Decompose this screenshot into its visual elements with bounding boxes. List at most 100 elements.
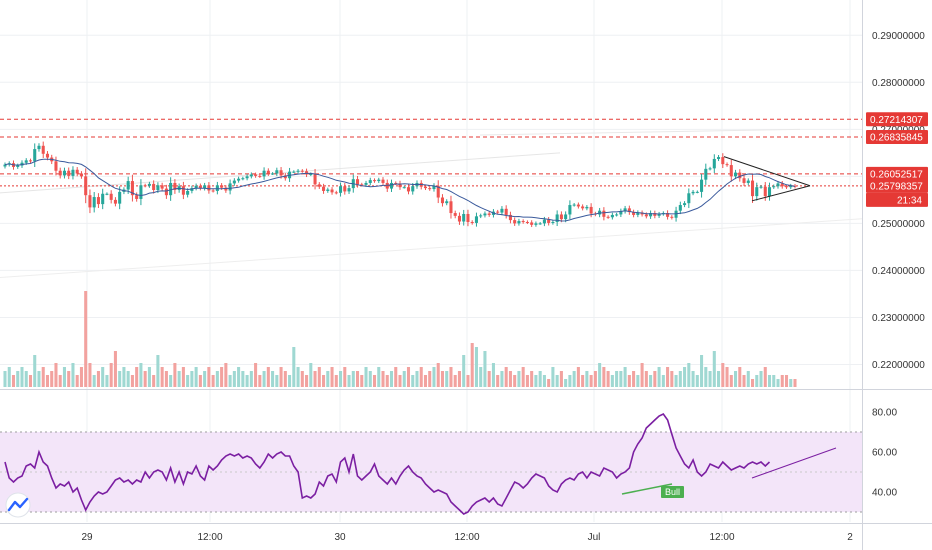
candle-body (101, 193, 105, 205)
volume-bar (602, 367, 606, 387)
volume-bar (729, 375, 733, 387)
time-tick-label: 12:00 (709, 532, 734, 543)
time-tick-label: Jul (588, 532, 601, 543)
volume-bar (109, 363, 113, 387)
volume-bar (45, 375, 50, 387)
candle-body (436, 185, 440, 198)
volume-bar (691, 371, 695, 387)
volume-bar (203, 371, 207, 387)
rsi-axis[interactable]: 80.00 60.00 40.00 (872, 408, 897, 499)
candle-body (16, 165, 20, 167)
volume-bar (152, 375, 156, 387)
volume-bar (415, 371, 419, 387)
candle-body (636, 212, 640, 215)
volume-bar (322, 375, 326, 387)
candle-body (746, 180, 750, 183)
price-tick-label: 0.23000000 (872, 313, 925, 324)
candle-body (381, 179, 385, 183)
volume-bar (598, 363, 602, 387)
volume-bar (169, 375, 173, 387)
volume-bar (496, 375, 500, 387)
volume-bar (79, 367, 83, 387)
volume-bar (687, 363, 691, 387)
volume-bar (593, 371, 597, 387)
candle-body (355, 179, 360, 185)
countdown-box (866, 192, 928, 207)
countdown-label: 21:34 (897, 195, 922, 206)
candle-body (440, 197, 445, 204)
volume-bar (351, 371, 355, 387)
volume-bar (275, 375, 279, 387)
volume-bar (491, 363, 495, 387)
volume-bar (20, 367, 24, 387)
candle-body (109, 193, 113, 200)
bull-label-box (661, 486, 684, 498)
horizontal-levels[interactable] (0, 118, 862, 187)
candle-body (474, 216, 478, 223)
candle-body (772, 186, 776, 188)
volume-bar (759, 371, 763, 387)
volume-bar (483, 351, 487, 387)
volume-bar (717, 371, 721, 387)
volume-bar (28, 375, 33, 387)
candle-body (211, 190, 215, 192)
time-axis[interactable]: 29 12:00 30 12:00 Jul 12:00 2 (81, 532, 853, 543)
volume-bar (470, 343, 474, 387)
candle-body (683, 203, 687, 206)
faint-trendline (0, 218, 863, 278)
candle-body (547, 219, 551, 223)
candle-body (372, 180, 377, 182)
candle-body (224, 187, 228, 191)
volume-bar (215, 371, 219, 387)
volume-bar (228, 375, 232, 387)
volume-bar (513, 375, 517, 387)
candle-body (215, 185, 219, 191)
candle-body (71, 169, 75, 176)
volume-bar (632, 371, 636, 387)
volume-bar (224, 363, 228, 387)
volume-bar (258, 375, 262, 387)
candle-body (135, 195, 139, 199)
candle-body (411, 186, 415, 192)
candle-body (627, 208, 631, 213)
volume-bar (755, 375, 759, 387)
candle-body (394, 182, 398, 184)
volume-bar (789, 379, 793, 387)
volume-bar (589, 375, 593, 387)
volume-bar (695, 375, 699, 387)
candle-body (126, 181, 130, 190)
candle-body (262, 170, 266, 177)
volume-bar (670, 371, 674, 387)
candle-body (721, 157, 725, 165)
volume-bar (704, 367, 708, 387)
candle-body (564, 214, 568, 220)
candle-body (139, 185, 143, 199)
volume-bar (355, 371, 360, 387)
volume-bar (37, 371, 41, 387)
candle-body (105, 193, 109, 195)
candle-body (203, 185, 207, 189)
price-tag-label: 0.26052517 (870, 169, 923, 180)
candle-body (220, 185, 224, 188)
tradingview-logo-icon[interactable] (5, 492, 31, 518)
volume-bar (610, 375, 614, 387)
triangle-pattern-drawing[interactable] (723, 156, 811, 202)
candle-body (245, 176, 249, 179)
volume-bar (644, 371, 648, 387)
volume-bar (245, 375, 249, 387)
candle-body (147, 183, 151, 186)
volume-bar (572, 371, 576, 387)
candle-body (283, 175, 287, 179)
candle-body (3, 164, 7, 167)
volume-bar (636, 375, 640, 387)
volume-bar (139, 363, 143, 387)
candle-body (513, 220, 517, 224)
volume-bar (525, 375, 529, 387)
triangle-lower-line (751, 185, 811, 202)
volume-bar (674, 375, 678, 387)
volume-bar (649, 375, 653, 387)
volume-bar (313, 371, 317, 387)
volume-bar (619, 371, 623, 387)
